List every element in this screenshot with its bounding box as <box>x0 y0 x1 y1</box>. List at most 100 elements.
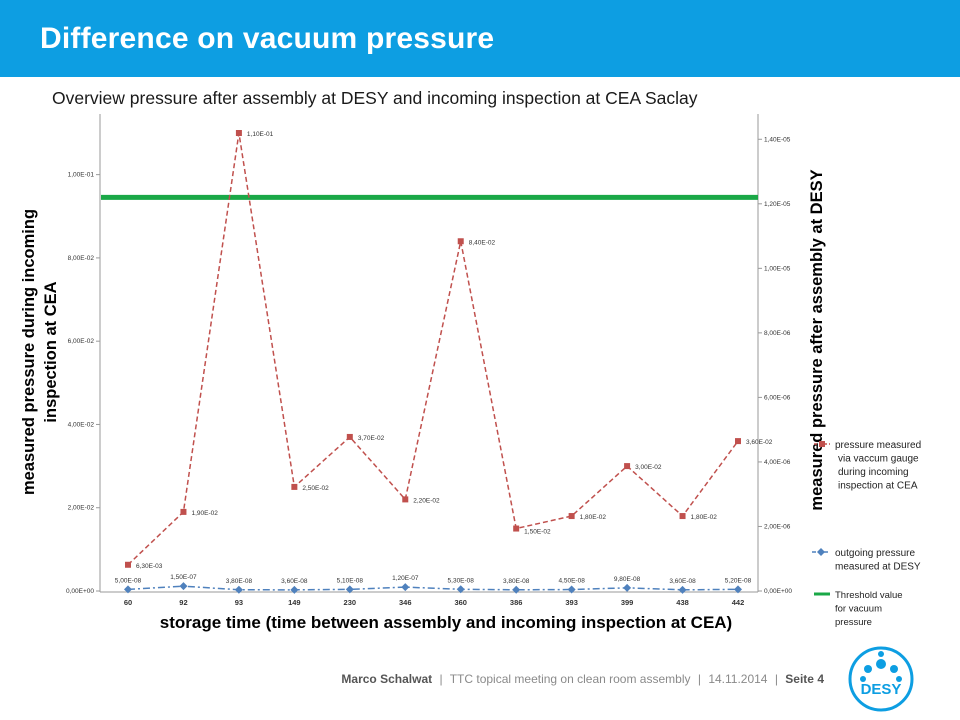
footer-author: Marco Schalwat <box>341 672 433 686</box>
desy-point <box>623 583 632 592</box>
desy-point <box>456 585 465 594</box>
data-label: 5,30E-08 <box>448 577 475 584</box>
legend-marker-cea <box>819 441 825 447</box>
left-tick-label: 4,00E-02 <box>68 421 95 428</box>
left-tick-label: 2,00E-02 <box>68 505 95 512</box>
data-label: 3,60E-08 <box>669 578 696 585</box>
data-label: 9,80E-08 <box>614 576 641 583</box>
data-label: 3,80E-08 <box>503 578 530 585</box>
x-tick-label: 386 <box>510 598 523 607</box>
legend-label: outgoing pressure <box>835 548 915 559</box>
desy-point <box>567 585 576 594</box>
data-label: 8,40E-02 <box>469 239 496 246</box>
data-label: 1,10E-01 <box>247 131 274 138</box>
data-label: 1,80E-02 <box>691 514 718 521</box>
right-tick-label: 6,00E-06 <box>764 394 791 401</box>
x-axis-title: storage time (time between assembly and … <box>160 613 732 632</box>
x-tick-label: 393 <box>565 598 578 607</box>
data-label: 5,00E-08 <box>115 577 142 584</box>
right-tick-label: 1,40E-05 <box>764 136 791 143</box>
cea-series-line <box>127 132 739 566</box>
cea-point <box>679 513 686 520</box>
right-tick-label: 4,00E-06 <box>764 459 791 466</box>
data-label: 1,90E-02 <box>191 510 218 517</box>
logo-text: DESY <box>861 681 902 698</box>
legend-label: Threshold value <box>835 590 903 601</box>
x-tick-label: 360 <box>454 598 467 607</box>
left-tick-label: 1,00E-01 <box>68 172 95 179</box>
left-tick-label: 0,00E+00 <box>66 588 94 595</box>
data-label: 3,70E-02 <box>358 435 385 442</box>
legend-label: pressure measured <box>835 440 921 451</box>
legend-label: for vacuum <box>835 604 882 615</box>
right-tick-label: 1,20E-05 <box>764 201 791 208</box>
cea-point <box>568 513 575 520</box>
x-tick-label: 149 <box>288 598 301 607</box>
data-label: 6,30E-03 <box>136 563 163 570</box>
cea-point <box>125 561 131 568</box>
legend-label: pressure <box>835 617 872 628</box>
left-tick-label: 8,00E-02 <box>68 255 95 262</box>
right-tick-label: 8,00E-06 <box>764 330 791 337</box>
cea-point <box>402 496 409 503</box>
footer-page: Seite 4 <box>785 672 824 686</box>
right-axis-title: measured pressure after assembly at DESY <box>808 169 826 510</box>
x-tick-label: 346 <box>399 598 412 607</box>
desy-point <box>179 582 188 591</box>
right-tick-label: 1,00E-05 <box>764 265 791 272</box>
data-label: 3,60E-08 <box>281 578 308 585</box>
left-tick-label: 6,00E-02 <box>68 338 95 345</box>
cea-point <box>457 238 464 245</box>
data-label: 5,10E-08 <box>337 577 364 584</box>
x-tick-label: 92 <box>179 598 187 607</box>
legend-label: measured at DESY <box>835 562 921 573</box>
legend-marker-desy <box>817 548 825 556</box>
x-tick-label: 60 <box>124 598 132 607</box>
x-tick-label: 230 <box>344 598 357 607</box>
cea-point <box>735 438 741 445</box>
right-tick-label: 0,00E+00 <box>764 588 792 595</box>
cea-point <box>346 433 353 440</box>
desy-point <box>512 585 521 594</box>
left-axis-title: measured pressure during incoming inspect… <box>20 209 60 495</box>
data-label: 1,50E-07 <box>170 574 197 581</box>
cea-point <box>180 508 187 515</box>
footer: Marco Schalwat | TTC topical meeting on … <box>341 672 824 686</box>
data-label: 4,50E-08 <box>558 578 585 585</box>
data-label: 1,50E-02 <box>524 529 551 536</box>
footer-separator: | <box>774 672 778 686</box>
legend-label: during incoming <box>838 467 909 478</box>
footer-separator: | <box>439 672 443 686</box>
right-tick-label: 2,00E-06 <box>764 523 791 530</box>
data-label: 2,50E-02 <box>302 485 329 492</box>
data-label: 2,20E-02 <box>413 497 440 504</box>
x-tick-label: 442 <box>732 598 745 607</box>
cea-point <box>235 130 242 136</box>
x-tick-label: 93 <box>235 598 243 607</box>
desy-point <box>401 583 410 592</box>
desy-point <box>234 585 243 594</box>
desy-series-line <box>127 585 739 591</box>
desy-point <box>345 585 354 594</box>
data-label: 5,20E-08 <box>725 577 752 584</box>
cea-point <box>291 483 298 490</box>
desy-point <box>124 585 132 594</box>
data-label: 3,60E-02 <box>746 439 773 446</box>
data-label: 1,80E-02 <box>580 514 607 521</box>
cea-point <box>624 463 631 470</box>
desy-logo: DESY <box>848 646 914 712</box>
data-label: 3,00E-02 <box>635 464 662 471</box>
slide-title: Difference on vacuum pressure <box>40 22 495 55</box>
footer-event: TTC topical meeting on clean room assemb… <box>449 672 691 686</box>
desy-point <box>734 585 742 594</box>
footer-date: 14.11.2014 <box>708 672 768 686</box>
data-label: 3,80E-08 <box>226 578 253 585</box>
desy-point <box>290 585 299 594</box>
x-tick-label: 399 <box>621 598 634 607</box>
legend-label: inspection at CEA <box>838 481 918 492</box>
x-tick-label: 438 <box>676 598 689 607</box>
desy-point <box>678 585 687 594</box>
data-label: 1,20E-07 <box>392 575 419 582</box>
legend-label: via vaccum gauge <box>838 454 919 465</box>
cea-point <box>513 525 520 532</box>
